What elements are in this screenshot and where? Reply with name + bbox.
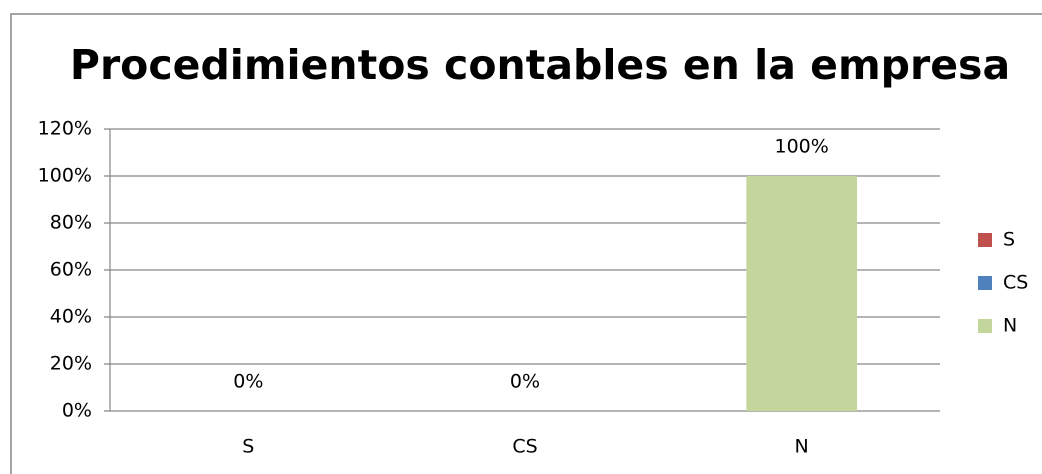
x-tick-label: N (795, 436, 809, 458)
y-tick-label: 120% (38, 118, 92, 140)
x-tick-label: S (242, 436, 254, 458)
legend-label: N (1003, 315, 1017, 337)
legend-label: CS (1003, 272, 1028, 294)
legend-swatch (978, 319, 992, 333)
y-tick-label: 60% (50, 259, 92, 281)
y-tick-label: 0% (62, 400, 92, 422)
data-label: 100% (775, 136, 829, 158)
y-tick-label: 80% (50, 212, 92, 234)
legend-swatch (978, 233, 992, 247)
y-tick-label: 100% (38, 165, 92, 187)
data-label: 0% (510, 371, 540, 393)
x-tick-label: CS (512, 436, 537, 458)
bar (746, 176, 857, 411)
y-tick-label: 20% (50, 353, 92, 375)
chart-title: Procedimientos contables en la empresa (70, 41, 1010, 89)
data-label: 0% (233, 371, 263, 393)
y-tick-label: 40% (50, 306, 92, 328)
legend-swatch (978, 276, 992, 290)
chart-border (10, 13, 1042, 474)
legend-label: S (1003, 229, 1015, 251)
